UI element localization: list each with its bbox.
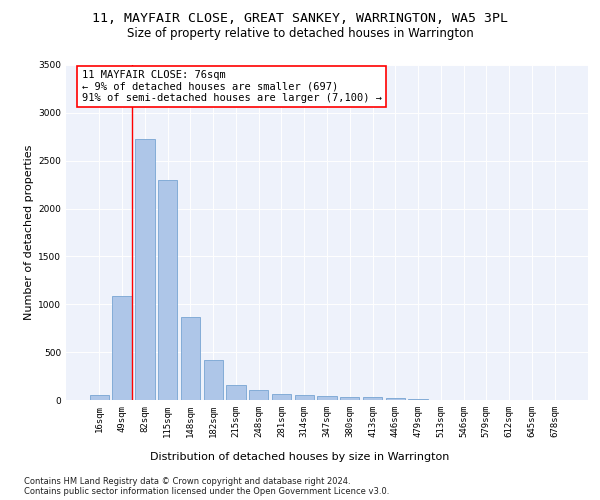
- Text: Contains HM Land Registry data © Crown copyright and database right 2024.: Contains HM Land Registry data © Crown c…: [24, 478, 350, 486]
- Bar: [158, 180, 178, 400]
- Bar: [203, 360, 223, 400]
- Text: 11 MAYFAIR CLOSE: 76sqm
← 9% of detached houses are smaller (697)
91% of semi-de: 11 MAYFAIR CLOSE: 76sqm ← 9% of detached…: [82, 70, 382, 103]
- Text: Size of property relative to detached houses in Warrington: Size of property relative to detached ho…: [127, 28, 473, 40]
- Bar: [340, 396, 359, 400]
- Bar: [363, 397, 382, 400]
- Bar: [409, 399, 428, 400]
- Text: 11, MAYFAIR CLOSE, GREAT SANKEY, WARRINGTON, WA5 3PL: 11, MAYFAIR CLOSE, GREAT SANKEY, WARRING…: [92, 12, 508, 26]
- Bar: [386, 398, 405, 400]
- Text: Distribution of detached houses by size in Warrington: Distribution of detached houses by size …: [151, 452, 449, 462]
- Bar: [181, 316, 200, 400]
- Bar: [272, 394, 291, 400]
- Bar: [112, 296, 132, 400]
- Bar: [317, 396, 337, 400]
- Bar: [249, 390, 268, 400]
- Bar: [90, 395, 109, 400]
- Bar: [226, 385, 245, 400]
- Bar: [295, 395, 314, 400]
- Text: Contains public sector information licensed under the Open Government Licence v3: Contains public sector information licen…: [24, 488, 389, 496]
- Y-axis label: Number of detached properties: Number of detached properties: [24, 145, 34, 320]
- Bar: [135, 138, 155, 400]
